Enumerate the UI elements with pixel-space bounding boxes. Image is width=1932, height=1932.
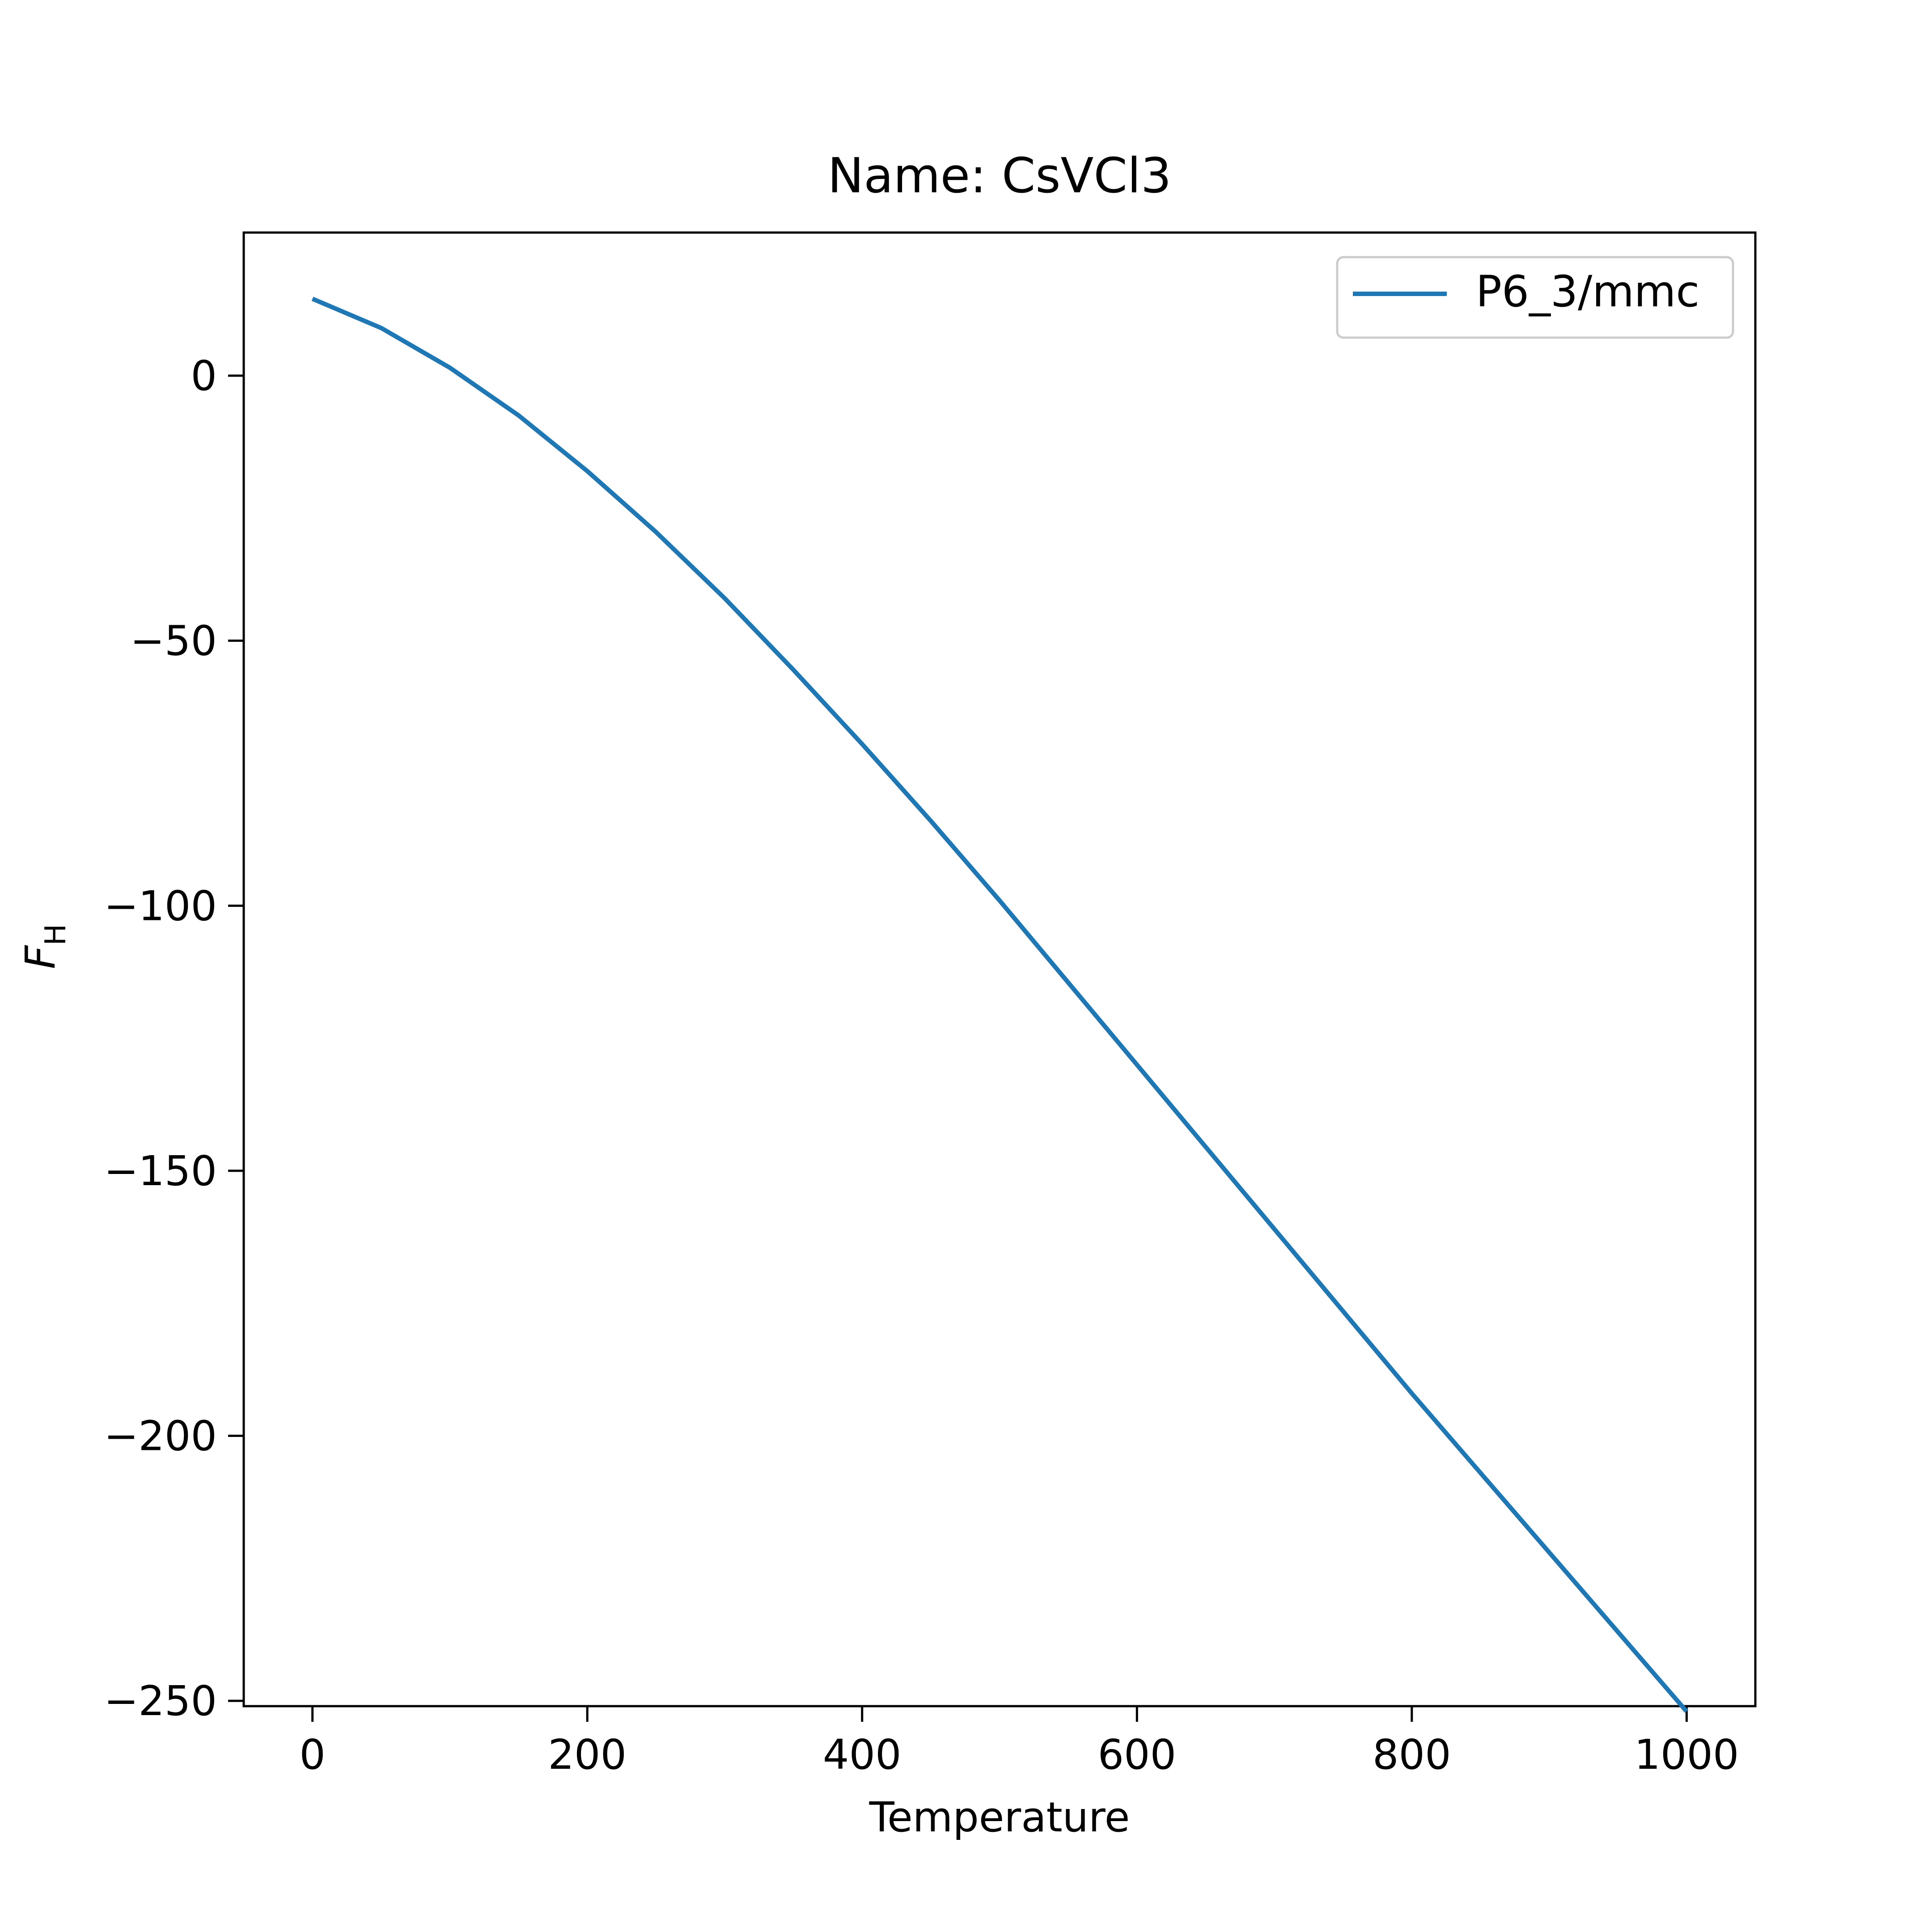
- x-tick-label: 400: [823, 1731, 902, 1779]
- y-tick-label: −50: [130, 617, 217, 665]
- series-line-p6-3-mmc: [311, 297, 1689, 1713]
- y-tick-label: 0: [191, 352, 217, 400]
- x-axis-label: Temperature: [869, 1793, 1130, 1841]
- x-axis: 0 200 400 600 800 1000: [299, 1706, 1739, 1779]
- y-axis-label-sub: H: [39, 924, 72, 945]
- series-layer: [311, 297, 1689, 1713]
- y-tick-label: −100: [104, 882, 217, 930]
- x-tick-label: 0: [299, 1731, 326, 1779]
- legend: P6_3/mmc: [1336, 256, 1734, 339]
- legend-entry-p6-3-mmc: P6_3/mmc: [1476, 267, 1699, 317]
- x-tick-label: 200: [548, 1731, 627, 1779]
- legend-box: [1336, 256, 1734, 339]
- x-tick-label: 1000: [1634, 1731, 1739, 1779]
- y-axis-label: FH: [17, 924, 72, 969]
- y-tick-label: −250: [104, 1677, 217, 1725]
- y-tick-label: −150: [104, 1147, 217, 1195]
- x-tick-label: 600: [1097, 1731, 1176, 1779]
- x-tick-label: 800: [1373, 1731, 1451, 1779]
- plot-area: [242, 231, 1757, 1707]
- chart-title: Name: CsVCl3: [827, 148, 1171, 204]
- y-axis: 0 −50 −100 −150 −200 −250: [104, 352, 244, 1725]
- y-axis-label-main: F: [17, 945, 64, 969]
- y-tick-label: −200: [104, 1412, 217, 1460]
